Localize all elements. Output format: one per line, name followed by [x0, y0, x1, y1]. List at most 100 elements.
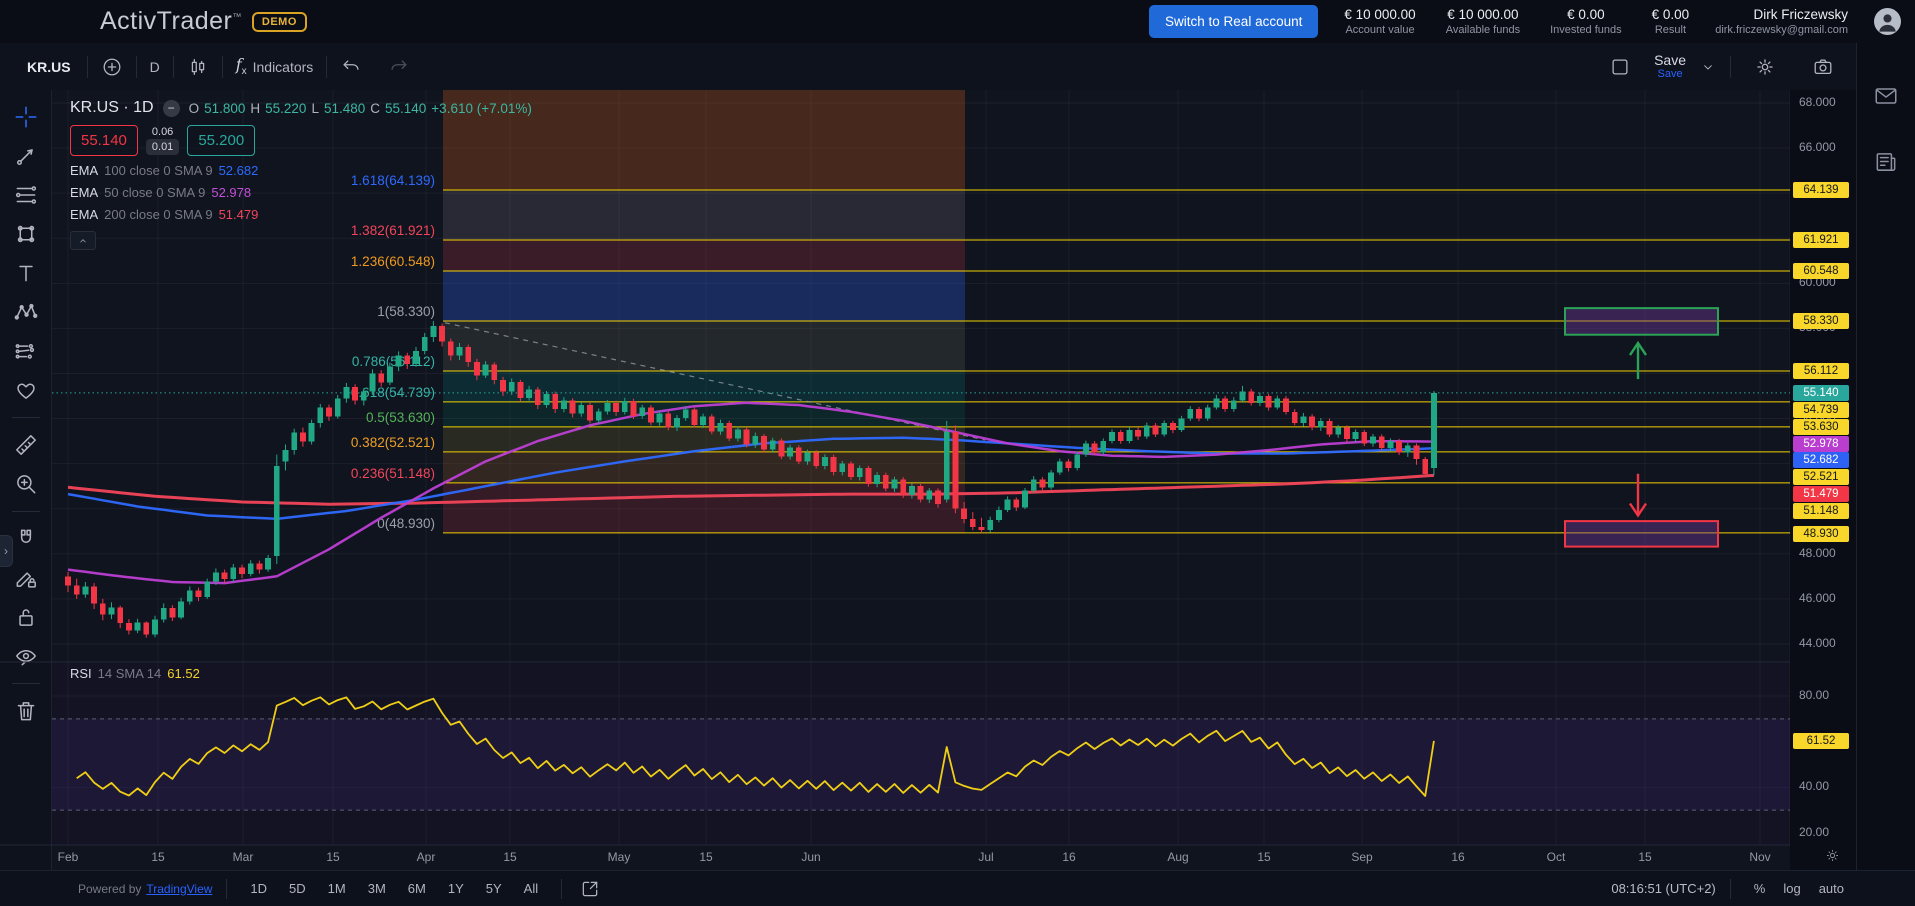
rsi-params: 14 SMA 14	[97, 666, 162, 681]
mail-icon[interactable]	[1873, 83, 1899, 109]
price-axis[interactable]: 68.00066.00064.00062.00060.00058.00056.0…	[1790, 90, 1856, 870]
fib-band	[443, 190, 965, 241]
expand-panel-handle[interactable]: ›	[0, 535, 13, 567]
bottom-bar: Powered by TradingView 1D 5D 1M 3M 6M 1Y 5Y All…	[0, 870, 1915, 906]
target-box-up[interactable]	[1564, 307, 1719, 336]
fib-level-label: 1.618(64.139)	[351, 173, 435, 188]
legend-symbol-interval[interactable]: KR.US · 1D	[70, 99, 154, 116]
layout-select-button[interactable]	[1596, 52, 1644, 82]
ema-line	[67, 436, 1434, 521]
log-scale-button[interactable]: log	[1783, 881, 1801, 896]
range-3m[interactable]: 3M	[359, 877, 395, 900]
range-5y[interactable]: 5Y	[477, 877, 511, 900]
save-tooltip: Save	[1657, 67, 1683, 80]
price-badge: 55.140	[1793, 385, 1849, 401]
rsi-value: 61.52	[167, 666, 200, 681]
avatar[interactable]	[1874, 8, 1901, 35]
range-1d[interactable]: 1D	[241, 877, 276, 900]
right-rail	[1856, 43, 1915, 870]
toolbar-divider	[11, 511, 40, 512]
chart-type-button[interactable]	[174, 52, 222, 82]
range-all[interactable]: All	[515, 877, 547, 900]
price-badge: 51.148	[1793, 503, 1849, 519]
range-1y[interactable]: 1Y	[439, 877, 473, 900]
time-axis-label: 16	[1451, 850, 1465, 864]
fib-level-label: 0(48.930)	[377, 516, 435, 531]
save-menu-button[interactable]	[1696, 52, 1720, 82]
redo-button[interactable]	[375, 52, 423, 82]
snapshot-button[interactable]	[1799, 52, 1847, 82]
compare-add-button[interactable]	[88, 52, 136, 82]
price-badge: 51.479	[1793, 486, 1849, 502]
range-6m[interactable]: 6M	[399, 877, 435, 900]
fib-level-label: 1.382(61.921)	[351, 223, 435, 238]
session-clock[interactable]: 08:16:51 (UTC+2)	[1611, 881, 1716, 896]
price-badge: 61.921	[1793, 232, 1849, 248]
undo-button[interactable]	[327, 52, 375, 82]
go-to-date-icon[interactable]	[580, 879, 600, 899]
fib-band	[443, 320, 965, 371]
xabcd-pattern-icon[interactable]	[13, 299, 39, 325]
rsi-legend[interactable]: RSI 14 SMA 14 61.52	[70, 666, 200, 681]
axis-settings-gear-icon[interactable]	[1824, 847, 1841, 864]
remove-drawings-icon[interactable]	[13, 698, 39, 724]
gear-icon	[1757, 58, 1773, 75]
user-info[interactable]: Dirk Friczewsky dirk.friczewsky@gmail.co…	[1715, 7, 1848, 36]
switch-to-real-button[interactable]: Switch to Real account	[1149, 5, 1319, 38]
fib-retracement-icon[interactable]	[13, 182, 39, 208]
interval-button[interactable]: D	[149, 58, 160, 75]
percent-scale-button[interactable]: %	[1753, 881, 1766, 896]
fib-band	[443, 240, 965, 271]
text-icon[interactable]	[13, 260, 39, 286]
time-axis-label: 16	[1062, 850, 1076, 864]
shapes-icon[interactable]	[13, 221, 39, 247]
favorites-icon[interactable]	[13, 377, 39, 403]
price-badge: 52.521	[1793, 469, 1849, 485]
time-axis-label: 15	[1638, 850, 1652, 864]
fib-level-label: 0.786(56.112)	[352, 354, 435, 369]
fib-band	[443, 90, 965, 191]
magnet-icon[interactable]	[13, 526, 39, 552]
save-button[interactable]: Save Save	[1654, 53, 1686, 81]
price-chart[interactable]: Feb 15 Mar 15 Apr 15 May 15 Jun Jul 16 Aug 15 Sep 16 Oc…	[0, 90, 1856, 870]
trend-line-icon[interactable]	[13, 143, 39, 169]
drawing-mode-icon[interactable]	[13, 565, 39, 591]
symbol-button[interactable]: KR.US	[27, 58, 71, 75]
chart-toolbar: KR.US D fx Indicators Save Sav	[0, 43, 1915, 91]
news-icon[interactable]	[1873, 149, 1899, 175]
collapse-legend-icon[interactable]: −	[162, 99, 180, 117]
down-arrow-head	[1629, 502, 1647, 518]
indicator-legend-row[interactable]: EMA 50 close 0 SMA 9 52.978	[70, 185, 252, 200]
indicator-legend-row[interactable]: EMA 200 close 0 SMA 9 51.479	[70, 207, 259, 222]
change-value: +3.610 (+7.01%)	[431, 100, 532, 116]
sell-button[interactable]: 55.140	[70, 125, 138, 156]
rsi-line	[76, 696, 1435, 797]
stat-label: Result	[1654, 24, 1687, 36]
lock-drawings-icon[interactable]	[13, 604, 39, 630]
indicators-button[interactable]: fx Indicators	[223, 52, 327, 82]
price-axis-label: 46.000	[1799, 590, 1836, 605]
app-header: ActivTrader™ DEMO Switch to Real account…	[0, 0, 1915, 43]
rsi-value-badge: 61.52	[1793, 732, 1849, 749]
crosshair-icon[interactable]	[13, 104, 39, 130]
account-stat: € 0.00 Result	[1652, 7, 1690, 36]
brand-text: ActivTrader	[100, 7, 233, 35]
forecast-icon[interactable]	[13, 338, 39, 364]
auto-scale-button[interactable]: auto	[1818, 881, 1844, 896]
collapse-indicators-button[interactable]	[70, 231, 96, 250]
zoom-in-icon[interactable]	[13, 471, 39, 497]
target-box-down[interactable]	[1564, 520, 1719, 548]
chart-legend: KR.US · 1D − O 51.800 H 55.220 L 51.480 C 55…	[70, 99, 532, 250]
chart-settings-button[interactable]	[1741, 52, 1789, 82]
buy-button[interactable]: 55.200	[187, 125, 256, 156]
time-axis-background[interactable]	[52, 845, 1790, 870]
range-1m[interactable]: 1M	[319, 877, 355, 900]
range-5d[interactable]: 5D	[280, 877, 315, 900]
hide-drawings-icon[interactable]	[13, 643, 39, 669]
fib-level-label: 1(58.330)	[377, 304, 435, 319]
rsi-axis-label: 20.00	[1799, 825, 1830, 839]
tradingview-link[interactable]: TradingView	[146, 881, 213, 896]
ruler-icon[interactable]	[13, 432, 39, 458]
indicator-legend-row[interactable]: EMA 100 close 0 SMA 9 52.682	[70, 163, 259, 178]
